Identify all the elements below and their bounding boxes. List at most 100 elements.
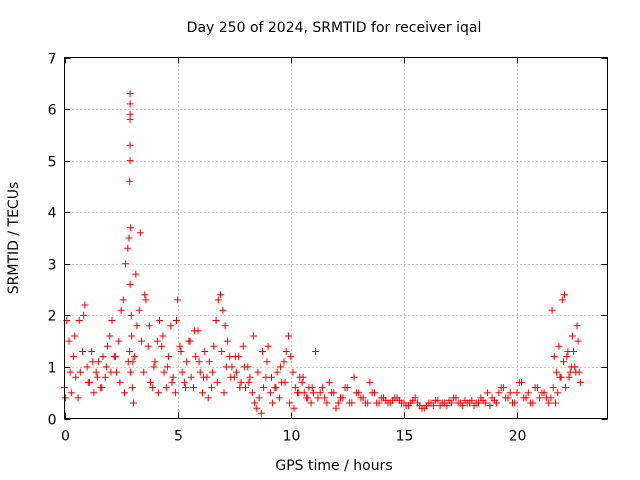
plot-frame (64, 57, 608, 419)
data-point (99, 353, 107, 361)
data-point (574, 337, 582, 345)
y-axis-title: SRMTID / TECUs (6, 182, 22, 295)
data-point (552, 399, 559, 407)
data-point (116, 378, 124, 386)
data-point (89, 358, 97, 366)
data-point (133, 322, 141, 330)
data-point (568, 332, 576, 340)
data-point (220, 389, 228, 397)
data-point (565, 373, 573, 381)
y-tick-label: 4 (48, 206, 57, 222)
data-point (159, 332, 167, 340)
data-point (264, 342, 272, 350)
x-tick-label: 15 (396, 429, 414, 445)
data-point (212, 317, 220, 324)
data-point (254, 368, 262, 376)
data-point (209, 368, 217, 376)
data-point (162, 384, 170, 392)
y-tick-label: 0 (48, 413, 57, 429)
data-point (222, 363, 230, 371)
data-point (71, 332, 79, 340)
data-point (257, 409, 265, 417)
data-point (84, 378, 92, 386)
data-point (561, 291, 568, 299)
data-point (104, 342, 111, 350)
grid (64, 57, 608, 419)
data-point (125, 234, 133, 242)
x-tick-label: 5 (174, 429, 183, 445)
data-point (144, 342, 152, 350)
y-tick-label: 2 (48, 309, 57, 325)
data-point (308, 384, 316, 392)
data-point (239, 342, 247, 350)
data-point (160, 368, 168, 376)
data-point (126, 157, 134, 165)
data-point (62, 394, 70, 402)
data-point (245, 378, 253, 386)
data-point (102, 363, 110, 371)
data-point (429, 402, 437, 410)
data-point (153, 337, 161, 345)
data-point (332, 404, 340, 412)
data-point (70, 353, 77, 361)
data-point (253, 404, 261, 412)
data-point (564, 348, 572, 355)
data-point (309, 389, 317, 397)
data-point (173, 317, 180, 324)
data-point (506, 389, 514, 397)
data-point (132, 270, 140, 278)
data-point (219, 306, 227, 314)
data-point (287, 353, 295, 361)
data-point (486, 402, 494, 410)
y-tick-label: 5 (48, 155, 57, 171)
data-point (555, 342, 563, 350)
data-point (554, 389, 562, 397)
data-point (196, 368, 204, 376)
x-tick-label: 20 (509, 429, 527, 445)
data-point (119, 296, 127, 304)
data-point (571, 363, 579, 371)
data-point (312, 348, 320, 355)
data-point (88, 348, 96, 355)
x-tick-label: 10 (283, 429, 301, 445)
data-point (334, 399, 342, 407)
data-point (106, 332, 114, 340)
data-point (158, 342, 166, 350)
chart-title: Day 250 of 2024, SRMTID for receiver iqa… (187, 20, 482, 36)
data-point (127, 224, 135, 232)
data-point (497, 384, 505, 392)
data-point (393, 394, 401, 402)
data-point (425, 399, 433, 407)
data-point (321, 394, 329, 402)
data-point (200, 373, 208, 381)
data-point (479, 396, 487, 404)
data-point (573, 322, 581, 330)
data-point (272, 384, 280, 392)
data-point (263, 358, 271, 366)
data-point (127, 368, 135, 376)
data-point (563, 353, 571, 361)
data-point (121, 389, 128, 397)
data-point (277, 363, 285, 371)
data-point (251, 399, 259, 407)
data-point (195, 358, 203, 366)
data-point (147, 378, 154, 386)
data-point (420, 404, 428, 412)
data-point (128, 332, 136, 340)
data-point (208, 384, 216, 392)
data-point (538, 389, 546, 397)
y-tick-label: 1 (48, 361, 57, 377)
data-point (475, 399, 482, 407)
data-point (307, 399, 315, 407)
data-point (249, 332, 257, 340)
data-point (550, 353, 558, 361)
data-point (90, 389, 98, 397)
data-point (180, 378, 188, 386)
data-point (371, 389, 378, 397)
data-point (268, 373, 275, 381)
data-point (389, 396, 397, 404)
data-point (515, 378, 523, 386)
data-point (285, 332, 292, 340)
data-point (191, 327, 199, 335)
y-tick-label: 3 (48, 258, 57, 274)
